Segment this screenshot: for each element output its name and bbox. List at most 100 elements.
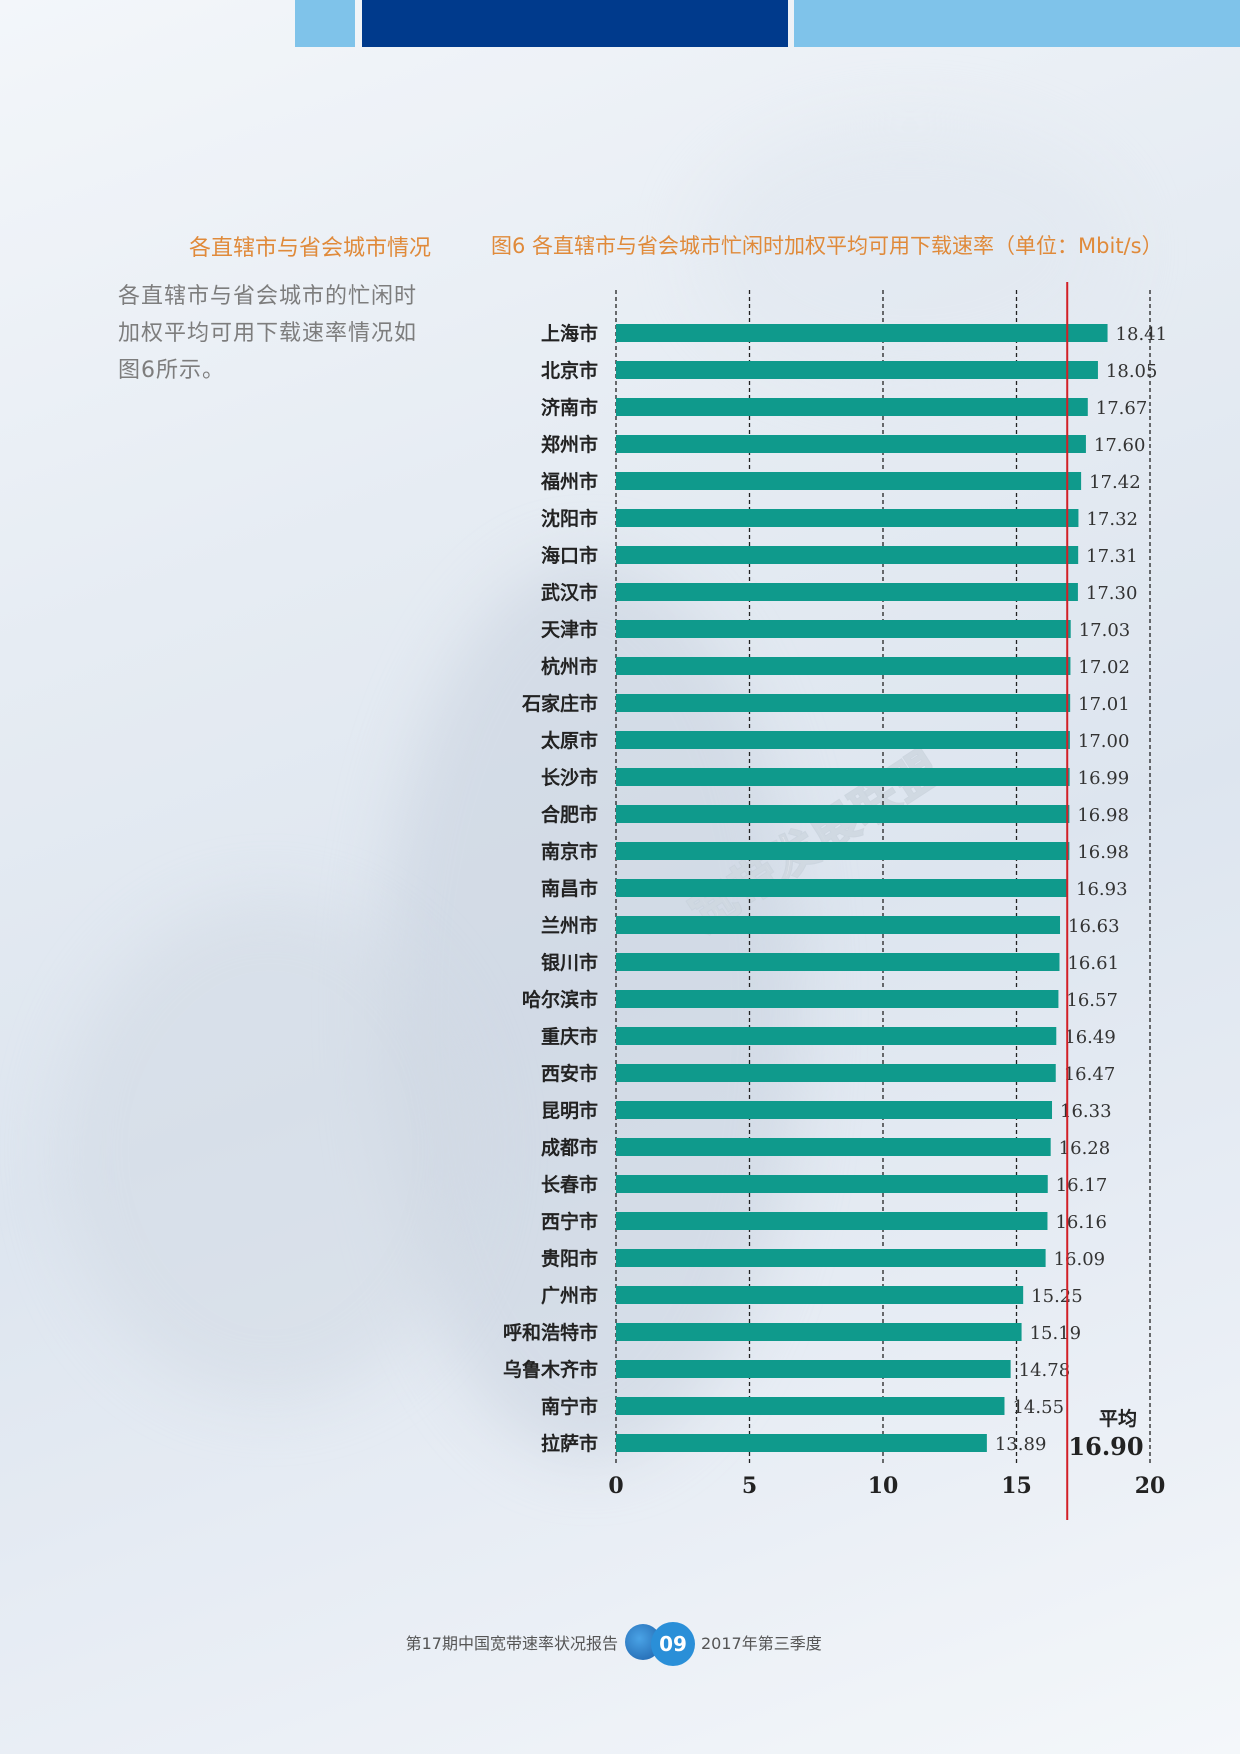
value-label: 17.01: [1078, 694, 1130, 715]
category-label: 海口市: [541, 544, 598, 567]
value-label: 16.99: [1078, 768, 1130, 789]
bar: [616, 1064, 1056, 1082]
value-label: 16.98: [1077, 842, 1129, 863]
header-bar-center: [362, 0, 788, 47]
page-number: 09: [651, 1622, 695, 1666]
chart-title: 图6 各直辖市与省会城市忙闲时加权平均可用下载速率（单位：Mbit/s）: [491, 234, 1163, 258]
value-label: 17.42: [1089, 472, 1141, 493]
bar: [616, 1323, 1022, 1341]
bar: [616, 1360, 1011, 1378]
bar: [616, 879, 1069, 897]
value-label: 17.03: [1079, 620, 1131, 641]
category-label: 北京市: [541, 359, 598, 382]
bar: [616, 324, 1108, 342]
value-label: 14.78: [1019, 1360, 1071, 1381]
category-label: 天津市: [541, 618, 598, 641]
value-label: 18.41: [1116, 324, 1168, 345]
bar: [616, 731, 1070, 749]
bar: [616, 546, 1079, 564]
x-tick-label: 0: [608, 1473, 623, 1499]
bar: [616, 509, 1079, 527]
section-title: 各直辖市与省会城市情况: [188, 236, 431, 261]
category-label: 贵阳市: [541, 1247, 598, 1270]
bar: [616, 472, 1082, 490]
category-label: 兰州市: [541, 914, 598, 937]
bar: [616, 1175, 1048, 1193]
category-label: 广州市: [541, 1284, 598, 1307]
value-label: 16.47: [1064, 1064, 1116, 1085]
footer-report-title: 第17期中国宽带速率状况报告: [405, 1634, 618, 1653]
category-label: 西宁市: [541, 1210, 598, 1233]
average-value: 16.90: [1068, 1432, 1143, 1461]
x-tick-label: 5: [742, 1473, 757, 1499]
value-label: 16.33: [1060, 1101, 1112, 1122]
category-label: 南京市: [541, 840, 598, 863]
bar: [616, 1397, 1005, 1415]
x-tick-label: 15: [1001, 1473, 1032, 1499]
x-tick-label: 20: [1135, 1473, 1166, 1499]
category-label: 武汉市: [541, 581, 598, 604]
value-label: 16.49: [1064, 1027, 1116, 1048]
value-label: 16.98: [1077, 805, 1129, 826]
value-label: 16.16: [1055, 1212, 1107, 1233]
category-label: 太原市: [541, 729, 598, 752]
bar: [616, 1212, 1048, 1230]
bar: [616, 1101, 1053, 1119]
category-label: 西安市: [541, 1062, 598, 1085]
category-label: 杭州市: [541, 655, 598, 678]
category-label: 南昌市: [541, 877, 598, 900]
value-label: 16.17: [1056, 1175, 1108, 1196]
value-label: 17.67: [1096, 398, 1148, 419]
category-label: 重庆市: [541, 1025, 598, 1048]
bar-chart: 0 5 10 15 20 上海市 18.41 北京市 18.05 济南市 17.67 郑州市 17.60…: [503, 282, 1168, 1520]
category-label: 长春市: [541, 1173, 598, 1196]
value-label: 13.89: [995, 1434, 1047, 1455]
bar: [616, 990, 1059, 1008]
value-label: 16.28: [1059, 1138, 1111, 1159]
bar: [616, 657, 1071, 675]
bar: [616, 1434, 987, 1452]
category-label: 南宁市: [541, 1395, 598, 1418]
category-label: 福州市: [540, 470, 598, 493]
x-tick-label: 10: [868, 1473, 899, 1499]
category-label: 石家庄市: [521, 692, 598, 715]
value-label: 17.00: [1078, 731, 1130, 752]
bar: [616, 583, 1078, 601]
category-label: 成都市: [541, 1136, 598, 1159]
value-label: 17.32: [1086, 509, 1138, 530]
value-label: 16.93: [1076, 879, 1128, 900]
bar: [616, 916, 1061, 934]
average-label: 平均: [1099, 1407, 1137, 1430]
bar: [616, 398, 1088, 416]
category-label: 乌鲁木齐市: [503, 1358, 598, 1381]
category-label: 昆明市: [541, 1099, 598, 1122]
category-label: 哈尔滨市: [522, 988, 598, 1011]
background-blur: [60, 900, 480, 1400]
bar: [616, 1286, 1024, 1304]
bar: [616, 842, 1070, 860]
category-label: 上海市: [541, 322, 598, 345]
value-label: 15.19: [1030, 1323, 1082, 1344]
category-label: 拉萨市: [541, 1432, 598, 1455]
value-label: 17.30: [1086, 583, 1138, 604]
value-label: 17.31: [1086, 546, 1138, 567]
value-label: 16.57: [1066, 990, 1118, 1011]
bar: [616, 361, 1098, 379]
value-label: 15.25: [1031, 1286, 1083, 1307]
footer: 第17期中国宽带速率状况报告 09 2017年第三季度: [0, 1622, 1240, 1666]
category-label: 沈阳市: [541, 507, 598, 530]
value-label: 17.60: [1094, 435, 1146, 456]
category-label: 长沙市: [541, 766, 598, 789]
category-label: 合肥市: [541, 803, 598, 826]
value-label: 16.61: [1067, 953, 1119, 974]
value-label: 16.63: [1068, 916, 1120, 937]
value-label: 14.55: [1012, 1397, 1064, 1418]
header-bar-right: [794, 0, 1240, 47]
bar: [616, 435, 1086, 453]
bar: [616, 953, 1060, 971]
bar: [616, 694, 1071, 712]
header-bar-left: [295, 0, 355, 47]
bar: [616, 1138, 1051, 1156]
footer-period: 2017年第三季度: [701, 1634, 822, 1653]
category-label: 呼和浩特市: [503, 1321, 598, 1344]
